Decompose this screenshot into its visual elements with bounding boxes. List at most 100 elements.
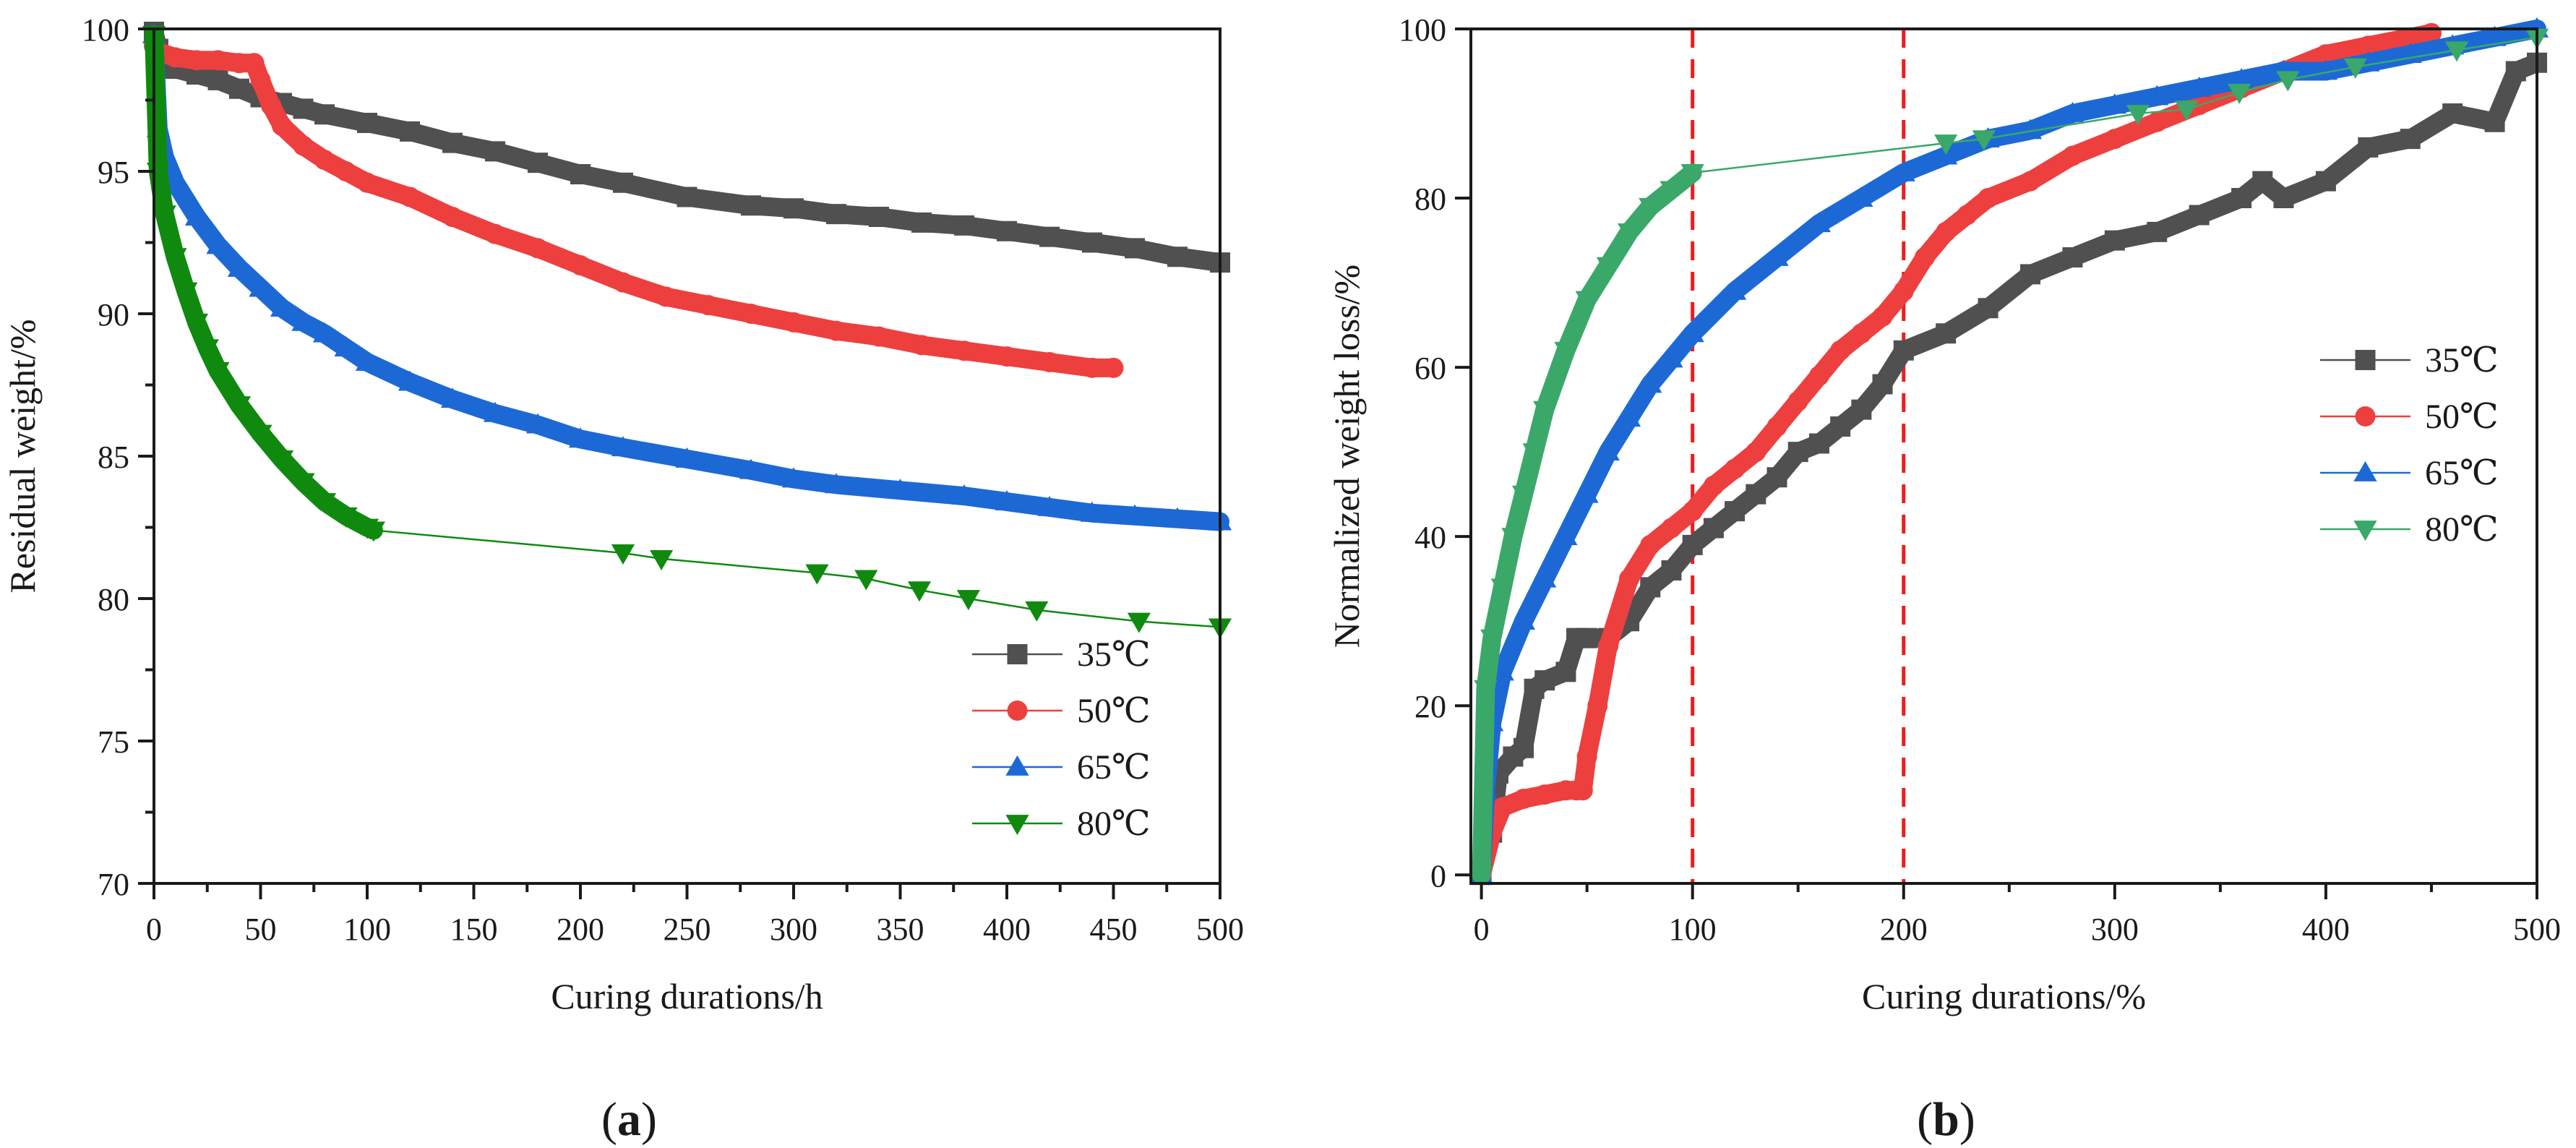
data-point xyxy=(272,115,292,136)
data-point xyxy=(2187,76,2211,97)
data-point xyxy=(2145,85,2169,106)
data-point xyxy=(954,215,974,236)
data-point xyxy=(2442,103,2463,124)
data-point xyxy=(206,234,230,254)
data-point xyxy=(2061,101,2085,122)
data-point xyxy=(997,220,1017,241)
data-point xyxy=(1661,518,1682,539)
data-point xyxy=(1680,322,1704,343)
legend-label: 65℃ xyxy=(1077,748,1151,787)
data-point xyxy=(1039,226,1060,247)
data-point xyxy=(1660,181,1683,202)
data-point xyxy=(869,207,889,228)
plot-frame xyxy=(1469,27,2538,885)
data-point xyxy=(826,320,846,341)
series-50C xyxy=(144,35,1124,378)
legend-marker xyxy=(2355,406,2376,427)
data-point xyxy=(2276,71,2300,92)
x-tick-label: 50 xyxy=(245,912,277,947)
data-point xyxy=(1661,560,1682,581)
data-point xyxy=(1474,680,1498,701)
x-tick-label: 400 xyxy=(983,912,1031,947)
data-point xyxy=(1807,212,1832,233)
data-point xyxy=(2147,221,2168,242)
data-point xyxy=(2400,129,2421,150)
data-point xyxy=(1830,416,1851,437)
x-tick-label: 400 xyxy=(2302,912,2350,947)
y-tick-label: 90 xyxy=(98,297,129,333)
data-point xyxy=(781,467,806,488)
y-tick-label: 75 xyxy=(98,724,129,760)
data-point xyxy=(1596,257,1620,278)
data-point xyxy=(1572,780,1593,801)
series-35C xyxy=(1471,52,2547,886)
data-point xyxy=(1725,501,1746,522)
data-point xyxy=(2189,205,2210,226)
data-point xyxy=(312,493,337,514)
legend: 35℃ 50℃ 65℃ 80℃ xyxy=(2320,341,2499,549)
data-point xyxy=(1872,306,1893,327)
data-point xyxy=(570,255,591,276)
panel-label-open: ( xyxy=(601,1093,617,1146)
data-point xyxy=(1037,495,1062,516)
data-point xyxy=(956,590,980,611)
y-tick-label: 40 xyxy=(1414,520,1446,555)
y-tick-label: 20 xyxy=(1414,689,1446,724)
data-point xyxy=(195,339,219,360)
data-point xyxy=(525,413,550,434)
data-point xyxy=(2104,230,2125,251)
data-point xyxy=(2343,58,2367,79)
data-point xyxy=(613,172,633,193)
data-point xyxy=(650,549,674,570)
data-point xyxy=(2020,264,2041,285)
data-point xyxy=(741,304,761,324)
data-point xyxy=(570,163,591,184)
data-point xyxy=(291,310,315,331)
data-point xyxy=(656,286,676,307)
x-tick-label: 300 xyxy=(770,912,817,947)
data-point xyxy=(1575,482,1599,503)
data-point xyxy=(1703,518,1724,539)
data-point xyxy=(2228,83,2251,104)
x-tick-label: 200 xyxy=(557,912,604,947)
data-point xyxy=(1765,245,1789,266)
data-point xyxy=(293,135,314,156)
x-tick-label: 300 xyxy=(2091,912,2139,947)
data-point xyxy=(2062,145,2083,166)
data-point xyxy=(1640,534,1661,555)
x-tick-label: 0 xyxy=(1474,912,1490,947)
data-point xyxy=(2104,129,2125,150)
data-point xyxy=(1492,797,1513,818)
series-80C xyxy=(142,25,1232,639)
data-point xyxy=(291,473,315,494)
data-point xyxy=(907,581,932,602)
data-point xyxy=(2314,59,2338,80)
legend-marker xyxy=(1005,815,1029,836)
data-point xyxy=(1830,340,1851,361)
data-point xyxy=(783,198,804,219)
data-point xyxy=(2398,43,2422,64)
data-point xyxy=(1703,475,1724,496)
data-point xyxy=(1682,534,1703,555)
data-point xyxy=(153,205,176,226)
data-point xyxy=(675,447,699,468)
data-point xyxy=(2229,68,2254,89)
data-point xyxy=(826,204,846,225)
data-point xyxy=(335,161,356,181)
data-point xyxy=(1639,372,1662,393)
data-point xyxy=(2505,61,2526,82)
data-point xyxy=(400,121,420,142)
data-point xyxy=(1039,351,1060,372)
data-point xyxy=(186,50,207,71)
data-point xyxy=(2231,188,2252,209)
data-point xyxy=(995,489,1019,510)
data-point xyxy=(1682,501,1703,522)
legend-marker xyxy=(1005,755,1029,776)
series-80C xyxy=(1469,28,2549,887)
data-point xyxy=(1167,247,1188,267)
y-tick-label: 0 xyxy=(1430,858,1446,894)
series-line xyxy=(1480,27,2538,875)
y-tick-label: 100 xyxy=(1399,12,1446,48)
data-point xyxy=(1025,601,1049,622)
